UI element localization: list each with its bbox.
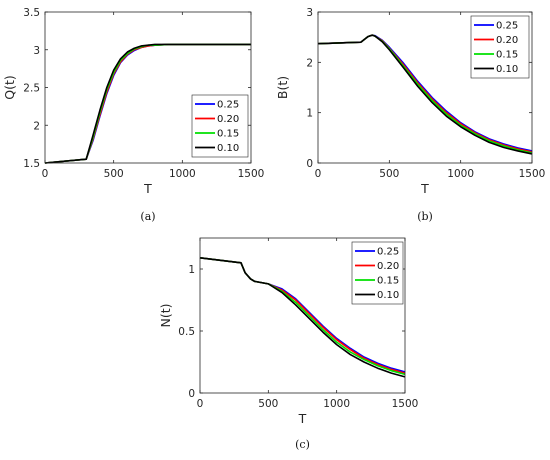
y-tick-label: 3 xyxy=(33,45,40,57)
series-group xyxy=(44,43,251,164)
panel-a: 0 500 1000 1500 1.5 2 2.5 3 3.5 T Q(t) 0.25 0.20 0.15… xyxy=(2,7,264,223)
series-line-0.10 xyxy=(44,43,251,164)
x-tick-label: 500 xyxy=(379,168,399,180)
legend: 0.25 0.20 0.15 0.10 xyxy=(470,15,530,79)
series-line-0.10 xyxy=(317,34,533,155)
legend-label-0.25: 0.25 xyxy=(496,21,518,32)
y-axis-label: Q(t) xyxy=(2,75,17,100)
y-tick-label: 0 xyxy=(306,158,313,170)
series-group xyxy=(199,257,406,378)
series-line-0.10 xyxy=(199,257,406,378)
panel-caption: (b) xyxy=(417,210,433,223)
y-tick-label: 1 xyxy=(306,108,313,120)
legend-label-0.15: 0.15 xyxy=(496,50,518,61)
x-tick-label: 1000 xyxy=(169,168,196,180)
y-tick-label: 0 xyxy=(188,388,195,400)
legend-label-0.10: 0.10 xyxy=(217,143,239,154)
x-tick-label: 1500 xyxy=(238,168,265,180)
y-tick-label: 3.5 xyxy=(23,7,40,19)
legend-label-0.25: 0.25 xyxy=(377,247,399,258)
y-axis-label: N(t) xyxy=(158,303,173,327)
y-tick-label: 2 xyxy=(306,57,313,69)
x-axis-label: T xyxy=(298,411,307,426)
x-axis-label: T xyxy=(420,181,429,196)
x-tick-label: 0 xyxy=(197,398,204,410)
panel-c: 0 500 1000 1500 0 0.5 1 T N(t) 0.25 0.20 0.15 0.10 (c… xyxy=(158,237,419,451)
legend-label-0.25: 0.25 xyxy=(217,100,239,111)
y-tick-label: 3 xyxy=(306,7,313,19)
panel-caption: (c) xyxy=(295,438,310,451)
panel-caption: (a) xyxy=(140,210,155,223)
legend-label-0.20: 0.20 xyxy=(377,261,399,272)
y-tick-label: 2.5 xyxy=(23,83,40,95)
x-tick-label: 1000 xyxy=(323,398,350,410)
x-tick-label: 500 xyxy=(258,398,278,410)
legend: 0.25 0.20 0.15 0.10 xyxy=(191,94,249,158)
axes-box xyxy=(317,11,533,164)
legend-label-0.20: 0.20 xyxy=(217,114,239,125)
y-axis-label: B(t) xyxy=(275,76,290,99)
series-group xyxy=(317,34,533,155)
x-tick-label: 1000 xyxy=(447,168,474,180)
legend-label-0.10: 0.10 xyxy=(377,290,399,301)
x-tick-label: 0 xyxy=(42,168,49,180)
legend-label-0.15: 0.15 xyxy=(217,129,239,140)
y-tick-label: 1 xyxy=(188,264,195,276)
legend-label-0.15: 0.15 xyxy=(377,276,399,287)
x-tick-label: 0 xyxy=(315,168,322,180)
legend-label-0.10: 0.10 xyxy=(496,64,518,75)
y-tick-label: 0.5 xyxy=(178,326,195,338)
axes-box xyxy=(199,237,406,394)
x-tick-label: 1500 xyxy=(519,168,546,180)
x-axis-label: T xyxy=(143,181,152,196)
x-tick-label: 1500 xyxy=(392,398,419,410)
x-tick-label: 500 xyxy=(104,168,124,180)
legend: 0.25 0.20 0.15 0.10 xyxy=(351,241,404,305)
legend-label-0.20: 0.20 xyxy=(496,35,518,46)
panel-b: 0 500 1000 1500 0 1 2 3 T B(t) 0.25 0.20 0.15 0.10 (b) xyxy=(275,7,545,223)
y-tick-label: 1.5 xyxy=(23,158,40,170)
y-tick-label: 2 xyxy=(33,120,40,132)
